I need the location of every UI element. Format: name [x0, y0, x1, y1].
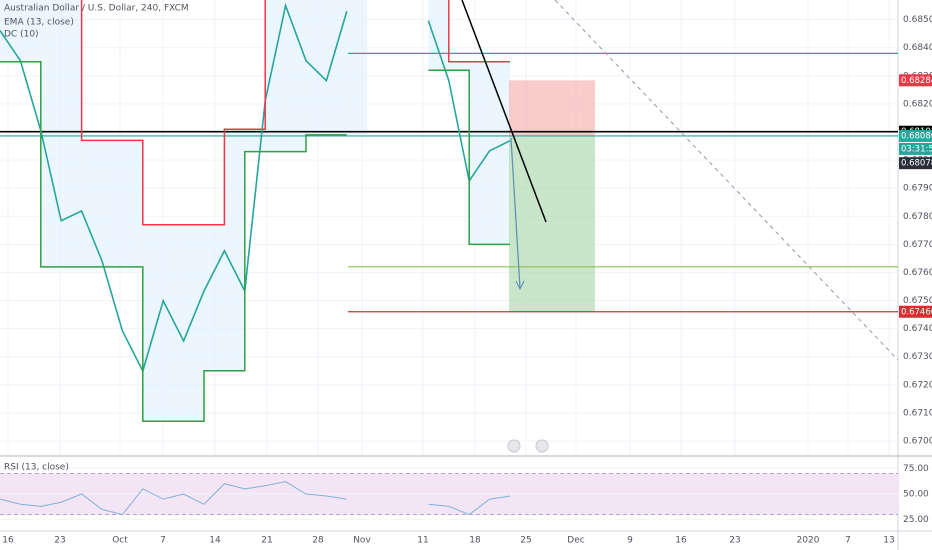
price-tag-label: 0.68078 — [901, 159, 932, 169]
x-tick-label: 14 — [209, 536, 221, 546]
symbol-title: Australian Dollar / U.S. Dollar, 240, FX… — [4, 4, 189, 14]
dc-band — [469, 61, 490, 245]
x-tick-label: Oct — [112, 536, 128, 546]
event-icon[interactable] — [535, 439, 549, 453]
dc-band — [183, 224, 204, 422]
countdown-bg — [899, 142, 932, 155]
indicator-label: DC (10) — [4, 30, 39, 40]
x-tick-label: 7 — [845, 536, 851, 546]
x-tick-label: 11 — [417, 536, 428, 546]
rsi-line — [0, 481, 511, 516]
x-tick-label: Nov — [353, 536, 371, 546]
rsi-title: RSI (13, close) — [4, 463, 69, 473]
arrow-head — [515, 280, 525, 291]
dc-band — [489, 61, 510, 245]
arrow — [510, 137, 521, 289]
event-icon[interactable] — [507, 439, 521, 453]
x-tick-label: 23 — [729, 536, 740, 546]
dc-band — [102, 140, 123, 267]
axes: 0.685000.684000.683000.682000.681000.680… — [2, 15, 932, 546]
x-tick-label: 23 — [54, 536, 65, 546]
x-tick-label: 13 — [883, 536, 894, 546]
dc-band — [326, 0, 347, 135]
x-tick-label: 28 — [312, 536, 324, 546]
dc-band — [306, 0, 327, 135]
price-tag — [899, 129, 932, 142]
countdown: 03:31:55 — [901, 144, 932, 154]
indicator-label: EMA (13, close) — [4, 18, 74, 28]
rsi-tick-label: 50.00 — [903, 490, 929, 500]
dc-band — [142, 224, 164, 422]
trend-line — [461, 0, 547, 223]
x-tick-label: Dec — [567, 536, 584, 546]
rsi-pane — [0, 467, 898, 521]
x-tick-label: 18 — [469, 536, 481, 546]
price-tag — [899, 305, 932, 318]
price-tag-label: 0.68086 — [901, 131, 932, 141]
dc-band — [122, 140, 143, 267]
x-tick-label: 25 — [520, 536, 531, 546]
y-tick-label: 0.67000 — [903, 436, 932, 446]
dc-band — [20, 0, 41, 62]
dc-band — [61, 0, 82, 267]
x-tick-label: 7 — [160, 536, 166, 546]
dc-band — [224, 129, 245, 371]
dc-line — [0, 61, 510, 423]
dc-band — [81, 140, 102, 267]
stop-zone — [509, 80, 595, 136]
x-tick-label: 16 — [2, 536, 14, 546]
dc-band — [448, 61, 470, 71]
dc-band — [285, 0, 306, 152]
price-tag — [899, 157, 932, 170]
price-tag — [899, 74, 932, 87]
dc-band — [40, 0, 62, 267]
x-tick-label: 21 — [261, 536, 272, 546]
dc-line — [80, 0, 510, 226]
dc-band — [163, 224, 184, 422]
price-pane — [0, 0, 898, 455]
x-tick-label: 9 — [627, 536, 633, 546]
rsi-tick-label: 75.00 — [903, 464, 929, 474]
dashed-trend — [554, 0, 898, 361]
dc-band — [0, 0, 21, 62]
x-tick-label: 16 — [675, 536, 687, 546]
dc-band — [346, 0, 368, 135]
x-tick-label: 2020 — [797, 536, 820, 546]
price-tag-label: 0.68284 — [901, 76, 932, 86]
drawings — [461, 0, 898, 453]
rsi-tick-label: 25.00 — [903, 515, 929, 525]
dc-band — [428, 0, 449, 71]
dc-band — [265, 0, 286, 152]
dc-band — [204, 224, 225, 371]
